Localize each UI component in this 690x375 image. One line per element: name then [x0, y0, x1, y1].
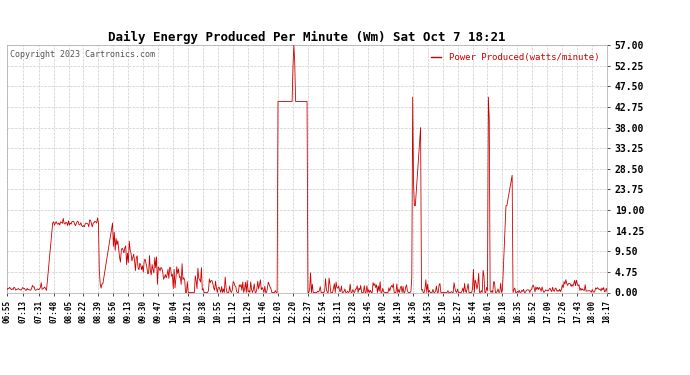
- Title: Daily Energy Produced Per Minute (Wm) Sat Oct 7 18:21: Daily Energy Produced Per Minute (Wm) Sa…: [108, 31, 506, 44]
- Legend: Power Produced(watts/minute): Power Produced(watts/minute): [427, 50, 602, 66]
- Text: Copyright 2023 Cartronics.com: Copyright 2023 Cartronics.com: [10, 50, 155, 59]
